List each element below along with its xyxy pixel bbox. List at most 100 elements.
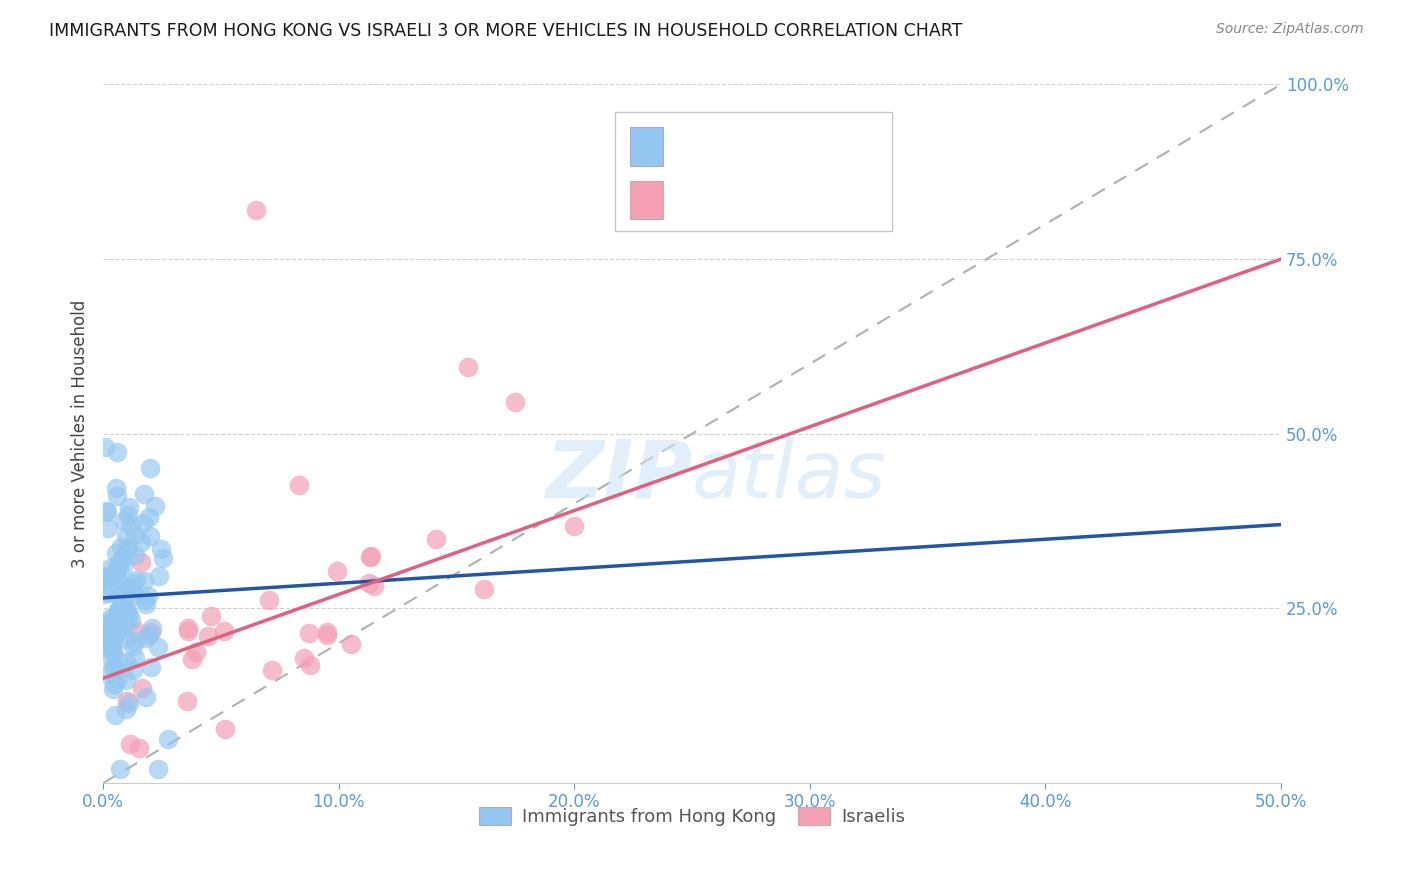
Point: [101, 658, 124, 673]
Point: [108, 561, 131, 575]
Point: [101, 642, 124, 657]
Text: IMMIGRANTS FROM HONG KONG VS ISRAELI 3 OR MORE VEHICLES IN HOUSEHOLD CORRELATION: IMMIGRANTS FROM HONG KONG VS ISRAELI 3 O…: [49, 22, 963, 40]
Point: [197, 629, 219, 643]
Point: [425, 532, 447, 546]
Point: [148, 569, 170, 583]
Point: [200, 609, 222, 624]
Point: [128, 741, 150, 756]
Point: [214, 624, 236, 638]
Point: [457, 360, 479, 375]
Point: [131, 555, 153, 569]
Point: [93, 570, 115, 584]
Y-axis label: 3 or more Vehicles in Household: 3 or more Vehicles in Household: [72, 300, 89, 568]
Text: R = 0.683: R = 0.683: [675, 183, 779, 203]
Point: [131, 681, 153, 695]
Point: [94, 623, 117, 637]
Bar: [630, 128, 662, 166]
Point: [107, 573, 129, 587]
Point: [138, 510, 160, 524]
Point: [135, 631, 157, 645]
Point: [93, 573, 115, 587]
Point: [339, 637, 361, 651]
Point: [138, 628, 160, 642]
Point: [100, 633, 122, 648]
Point: [125, 573, 148, 587]
Point: [359, 549, 381, 564]
Point: [112, 604, 135, 618]
Point: [156, 732, 179, 747]
Point: [177, 621, 200, 635]
Point: [98, 585, 121, 599]
Text: R = 0.266: R = 0.266: [675, 129, 779, 150]
Point: [105, 673, 128, 687]
Point: [129, 535, 152, 549]
Point: [97, 625, 120, 640]
Point: [107, 557, 129, 571]
Point: [124, 624, 146, 638]
Point: [245, 203, 267, 218]
Point: [105, 546, 128, 560]
Point: [122, 589, 145, 603]
Point: [96, 667, 118, 681]
Point: [124, 548, 146, 562]
Point: [115, 694, 138, 708]
Point: [505, 395, 527, 409]
Point: [96, 623, 118, 637]
FancyBboxPatch shape: [616, 112, 893, 231]
Point: [105, 566, 128, 581]
Point: [562, 519, 585, 533]
Point: [110, 541, 132, 555]
Point: [118, 697, 141, 711]
Point: [357, 576, 380, 591]
Point: [214, 722, 236, 736]
Point: [111, 552, 134, 566]
Point: [97, 521, 120, 535]
Point: [105, 627, 128, 641]
Point: [122, 639, 145, 653]
Point: [93, 587, 115, 601]
Point: [149, 542, 172, 557]
Point: [141, 624, 163, 639]
Point: [100, 644, 122, 658]
Point: [117, 500, 139, 514]
Point: [114, 655, 136, 669]
Point: [148, 640, 170, 654]
Point: [108, 582, 131, 597]
Point: [94, 569, 117, 583]
Point: [105, 481, 128, 495]
Point: [298, 657, 321, 672]
Point: [141, 659, 163, 673]
Point: [108, 603, 131, 617]
Point: [96, 633, 118, 648]
Point: [122, 584, 145, 599]
Point: [107, 603, 129, 617]
Point: [139, 529, 162, 543]
Point: [96, 504, 118, 518]
Point: [100, 569, 122, 583]
Point: [117, 632, 139, 646]
Point: [104, 708, 127, 723]
Point: [177, 624, 200, 638]
Point: [115, 673, 138, 687]
Point: [292, 651, 315, 665]
Point: [472, 582, 495, 596]
Point: [93, 623, 115, 637]
Point: [115, 544, 138, 558]
Point: [141, 621, 163, 635]
Point: [112, 514, 135, 528]
Point: [107, 624, 129, 639]
Bar: [630, 181, 662, 219]
Point: [101, 632, 124, 647]
Point: [132, 487, 155, 501]
Point: [118, 582, 141, 596]
Point: [107, 617, 129, 632]
Point: [118, 737, 141, 751]
Point: [152, 551, 174, 566]
Point: [94, 615, 117, 630]
Text: N = 111: N = 111: [786, 129, 879, 150]
Point: [101, 639, 124, 653]
Point: [98, 611, 121, 625]
Point: [146, 762, 169, 776]
Point: [93, 624, 115, 638]
Point: [288, 478, 311, 492]
